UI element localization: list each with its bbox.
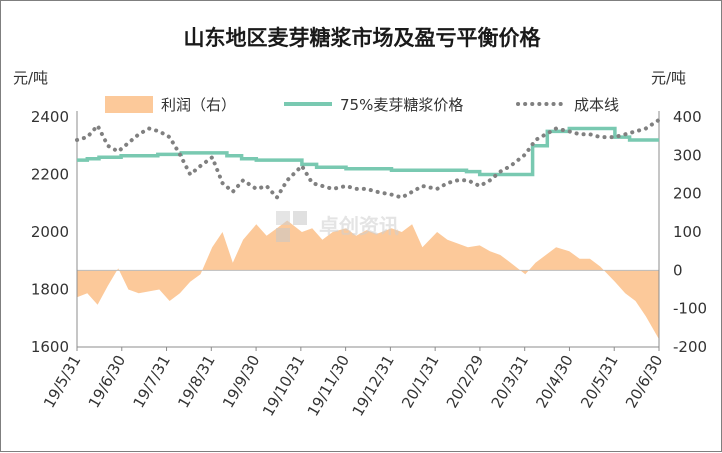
x-tick-label: 20/6/30 [622, 352, 667, 411]
legend: 利润（右） 75%麦芽糖浆价格 成本线 [105, 96, 619, 114]
axes-layer [76, 111, 660, 348]
price-line [77, 126, 659, 177]
right-tick-label: 400 [673, 108, 702, 126]
watermark-logo-block [276, 228, 290, 242]
right-tick-label: 100 [673, 223, 702, 241]
left-tick-label: 1800 [31, 281, 69, 299]
right-tick-label: -200 [673, 338, 707, 356]
chart-title: 山东地区麦芽糖浆市场及盈亏平衡价格 [184, 26, 542, 50]
x-tick-label: 20/1/31 [398, 352, 443, 411]
left-tick-label: 1600 [31, 338, 69, 356]
watermark-logo-block [293, 211, 307, 225]
right-tick-label: 300 [673, 146, 702, 164]
left-tick-label: 2200 [31, 166, 69, 184]
watermark-text: 卓创资讯 [319, 214, 399, 238]
x-tick-label: 20/4/30 [532, 352, 577, 411]
right-axis-unit: 元/吨 [651, 69, 686, 87]
x-tick-label: 19/12/31 [349, 352, 398, 419]
x-tick-label: 20/5/31 [577, 352, 622, 411]
x-tick-label: 19/10/31 [259, 352, 308, 419]
x-tick-label: 20/2/29 [443, 352, 488, 411]
price-line-layer [77, 126, 659, 177]
right-tick-labels: -200 -100 0 100 200 300 400 [673, 108, 707, 356]
cost-line [75, 117, 661, 201]
x-tick-label: 19/7/31 [130, 352, 175, 411]
right-tick-label: 0 [673, 261, 683, 279]
right-tick-label: -100 [673, 300, 707, 318]
x-tick-labels: 19/5/31 19/6/30 19/7/31 19/8/31 19/9/3019/10… [40, 347, 667, 419]
x-tick-label: 19/6/30 [85, 352, 130, 411]
x-tick-label: 19/9/30 [219, 352, 264, 411]
profit-area [77, 220, 659, 340]
x-tick-label: 19/11/30 [304, 352, 353, 419]
legend-label-cost: 成本线 [574, 96, 619, 114]
cost-line-layer [75, 117, 661, 201]
legend-label-price: 75%麦芽糖浆价格 [340, 96, 463, 114]
profit-area-layer [77, 220, 659, 340]
x-tick-label: 20/3/31 [488, 352, 533, 411]
left-tick-labels: 1600 1800 2000 2200 2400 [31, 108, 69, 356]
left-tick-label: 2400 [31, 108, 69, 126]
right-tick-label: 200 [673, 185, 702, 203]
left-tick-label: 2000 [31, 223, 69, 241]
legend-label-profit: 利润（右） [161, 96, 236, 114]
watermark-logo-block [276, 211, 290, 225]
watermark: 卓创资讯 [276, 211, 399, 242]
legend-swatch-profit [105, 96, 153, 113]
x-tick-label: 19/8/31 [174, 352, 219, 411]
left-axis-unit: 元/吨 [13, 69, 48, 87]
x-tick-label: 19/5/31 [40, 352, 85, 411]
